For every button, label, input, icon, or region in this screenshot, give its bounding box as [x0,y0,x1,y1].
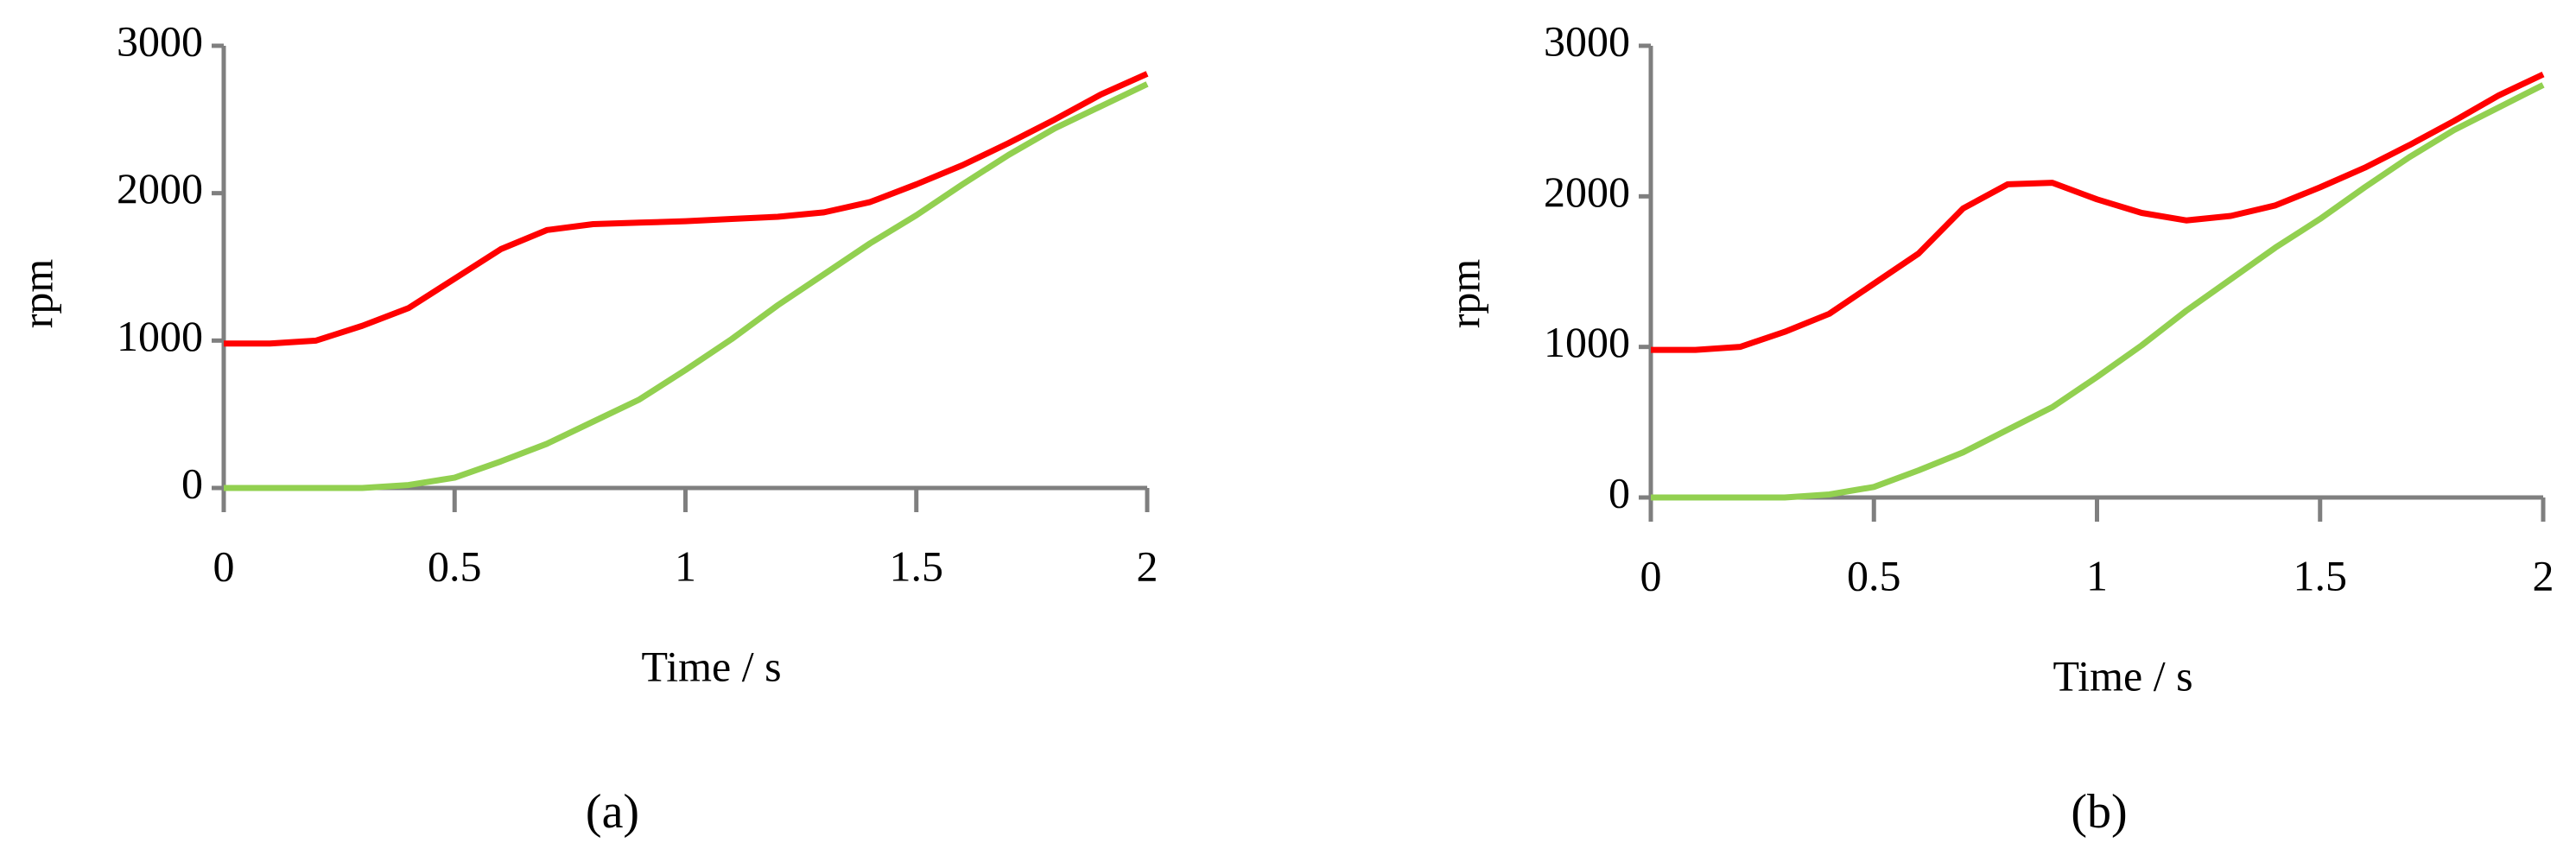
x-tick-label: 1 [2086,551,2108,599]
x-tick-label: 0 [213,542,235,590]
y-axis-title: rpm [13,259,61,329]
panel-label: (b) [2071,785,2127,839]
y-tick-label: 3000 [1544,16,1630,65]
y-tick-label: 2000 [1544,168,1630,216]
x-tick-label: 2 [2533,551,2554,599]
series-line [224,71,1149,347]
y-tick-label: 0 [1608,468,1630,516]
panel-label: (a) [586,785,639,839]
y-tick-label: 1000 [117,312,203,360]
x-tick-label: 1.5 [890,542,944,590]
x-tick-label: 1 [675,542,696,590]
x-tick-label: 2 [1137,542,1158,590]
y-tick-label: 3000 [117,16,203,65]
series-line [1651,71,2545,353]
x-axis-title: Time / s [2053,651,2192,700]
y-tick-label: 1000 [1544,318,1630,366]
x-tick-label: 0.5 [1847,551,1901,599]
series-line [224,81,1149,491]
y-axis-title: rpm [1440,259,1488,329]
x-axis-title: Time / s [641,642,781,690]
x-tick-label: 0 [1640,551,1662,599]
series-line [1651,82,2545,501]
y-tick-label: 0 [181,459,203,507]
x-tick-label: 0.5 [428,542,482,590]
x-tick-label: 1.5 [2294,551,2348,599]
y-tick-label: 2000 [117,164,203,212]
